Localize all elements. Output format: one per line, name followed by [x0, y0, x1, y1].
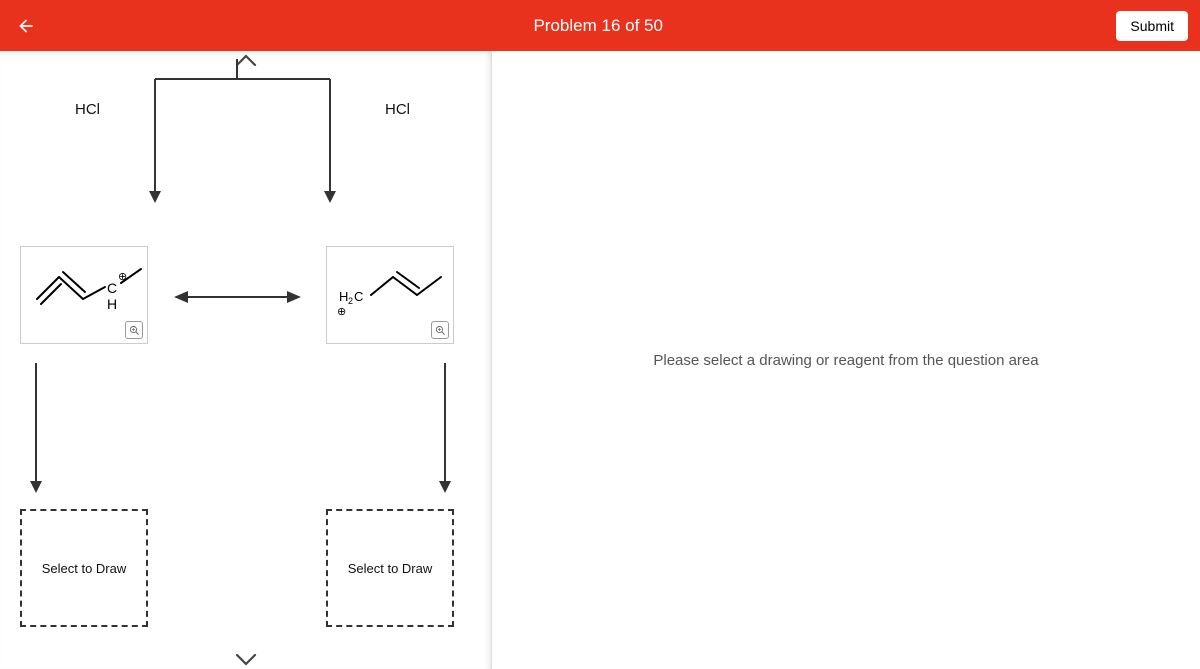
molecule-box-left[interactable]: C H ⊕	[20, 246, 148, 344]
svg-text:⊕: ⊕	[118, 271, 127, 283]
svg-text:⊕: ⊕	[337, 306, 346, 318]
reagent-right[interactable]: HCl	[385, 101, 410, 118]
app-header: Problem 16 of 50 Submit	[0, 0, 1200, 51]
branching-arrow	[0, 51, 492, 211]
submit-button[interactable]: Submit	[1116, 11, 1188, 41]
draw-target-right-label: Select to Draw	[348, 561, 433, 576]
page-title: Problem 16 of 50	[40, 16, 1116, 36]
magnifier-plus-icon	[435, 325, 446, 336]
draw-target-right[interactable]: Select to Draw	[326, 509, 454, 627]
chevron-down-icon	[235, 653, 257, 667]
draw-target-left[interactable]: Select to Draw	[20, 509, 148, 627]
back-button[interactable]	[12, 12, 40, 40]
answer-area: Please select a drawing or reagent from …	[492, 51, 1200, 669]
question-area: HCl HCl C H ⊕	[0, 51, 492, 669]
arrow-down-right	[433, 359, 457, 497]
scroll-down-button[interactable]	[235, 653, 257, 667]
svg-text:H: H	[107, 296, 117, 312]
resonance-arrow	[170, 283, 305, 311]
svg-text:C: C	[354, 289, 363, 304]
reagent-left[interactable]: HCl	[75, 101, 100, 118]
arrow-down-left	[24, 359, 48, 497]
svg-text:2: 2	[348, 296, 353, 306]
arrow-left-icon	[16, 16, 36, 36]
main-body: HCl HCl C H ⊕	[0, 51, 1200, 669]
placeholder-message: Please select a drawing or reagent from …	[653, 352, 1038, 369]
magnifier-plus-icon	[129, 325, 140, 336]
molecule-box-right[interactable]: H 2 C ⊕	[326, 246, 454, 344]
svg-text:C: C	[107, 280, 117, 296]
zoom-button-left[interactable]	[125, 321, 143, 339]
draw-target-left-label: Select to Draw	[42, 561, 127, 576]
svg-text:H: H	[339, 289, 348, 304]
zoom-button-right[interactable]	[431, 321, 449, 339]
